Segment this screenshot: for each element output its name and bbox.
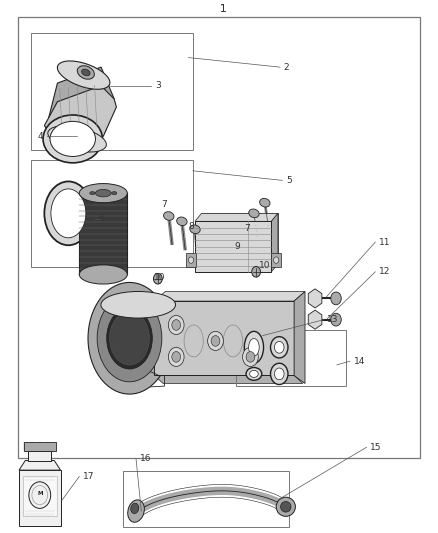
Ellipse shape	[107, 308, 152, 369]
Ellipse shape	[275, 368, 284, 379]
Bar	[123, 471, 289, 527]
Bar	[19, 470, 60, 526]
Polygon shape	[154, 292, 305, 301]
Text: 10: 10	[154, 273, 166, 282]
Ellipse shape	[43, 115, 102, 163]
Bar	[272, 253, 281, 266]
Ellipse shape	[246, 352, 255, 362]
Bar	[31, 33, 193, 150]
Bar	[201, 213, 278, 264]
Text: 15: 15	[370, 443, 381, 452]
Bar	[79, 193, 127, 274]
Ellipse shape	[163, 212, 174, 220]
Polygon shape	[44, 86, 117, 147]
Ellipse shape	[172, 352, 180, 362]
Ellipse shape	[153, 273, 162, 284]
Ellipse shape	[190, 225, 200, 233]
Text: 4: 4	[37, 132, 43, 141]
Bar	[237, 330, 346, 386]
Ellipse shape	[271, 337, 288, 358]
Ellipse shape	[188, 257, 194, 263]
Ellipse shape	[276, 497, 295, 516]
Text: M: M	[37, 491, 42, 496]
Ellipse shape	[249, 209, 259, 217]
Polygon shape	[308, 289, 322, 308]
Ellipse shape	[131, 503, 139, 514]
Ellipse shape	[88, 282, 171, 394]
Polygon shape	[49, 67, 114, 142]
Bar	[154, 301, 294, 375]
Bar	[24, 442, 56, 451]
Text: 17: 17	[83, 472, 94, 481]
Ellipse shape	[95, 189, 111, 197]
Ellipse shape	[57, 61, 110, 89]
Bar	[22, 476, 57, 516]
Ellipse shape	[211, 336, 220, 346]
Ellipse shape	[172, 320, 180, 330]
Text: 5: 5	[286, 176, 292, 185]
Text: 11: 11	[379, 238, 390, 247]
Ellipse shape	[112, 191, 117, 195]
Ellipse shape	[168, 316, 184, 335]
Ellipse shape	[50, 122, 95, 157]
Ellipse shape	[244, 332, 264, 364]
Ellipse shape	[274, 257, 279, 263]
Text: 12: 12	[379, 268, 390, 276]
Polygon shape	[272, 213, 278, 272]
Text: 7: 7	[244, 224, 250, 233]
Bar	[18, 17, 420, 458]
Text: 6: 6	[98, 214, 104, 223]
Ellipse shape	[250, 370, 258, 377]
Ellipse shape	[260, 198, 270, 207]
Ellipse shape	[252, 266, 261, 277]
Text: 14: 14	[353, 357, 365, 366]
Ellipse shape	[168, 348, 184, 367]
Text: 10: 10	[259, 262, 271, 270]
Bar	[31, 160, 193, 266]
Ellipse shape	[48, 126, 106, 152]
Ellipse shape	[79, 183, 127, 203]
Polygon shape	[19, 461, 60, 470]
Ellipse shape	[331, 292, 341, 305]
Text: 7: 7	[161, 200, 167, 209]
Text: 1: 1	[220, 4, 227, 14]
Ellipse shape	[29, 482, 51, 508]
Text: 9: 9	[234, 242, 240, 251]
Ellipse shape	[275, 342, 284, 353]
Bar	[186, 253, 196, 266]
Ellipse shape	[281, 502, 291, 512]
Text: 1: 1	[220, 4, 227, 14]
Ellipse shape	[243, 348, 258, 367]
Ellipse shape	[331, 313, 341, 326]
Text: 8: 8	[188, 222, 194, 231]
Ellipse shape	[128, 500, 145, 522]
Ellipse shape	[101, 292, 176, 318]
Polygon shape	[195, 213, 278, 221]
Ellipse shape	[44, 181, 92, 245]
Polygon shape	[308, 310, 322, 329]
Ellipse shape	[97, 295, 162, 382]
Ellipse shape	[81, 69, 90, 76]
Ellipse shape	[246, 368, 262, 380]
Ellipse shape	[51, 189, 86, 238]
Bar	[195, 221, 272, 272]
Ellipse shape	[77, 66, 94, 79]
Ellipse shape	[208, 332, 223, 351]
Polygon shape	[154, 375, 303, 383]
Polygon shape	[294, 292, 305, 383]
Ellipse shape	[177, 217, 187, 225]
Text: 3: 3	[155, 81, 161, 90]
Text: 2: 2	[284, 63, 289, 71]
Ellipse shape	[79, 265, 127, 284]
Bar	[28, 451, 51, 461]
Ellipse shape	[271, 364, 288, 384]
Ellipse shape	[90, 191, 95, 195]
Text: 16: 16	[140, 455, 151, 463]
Ellipse shape	[249, 338, 259, 356]
Text: 13: 13	[327, 315, 339, 324]
Ellipse shape	[110, 311, 149, 365]
